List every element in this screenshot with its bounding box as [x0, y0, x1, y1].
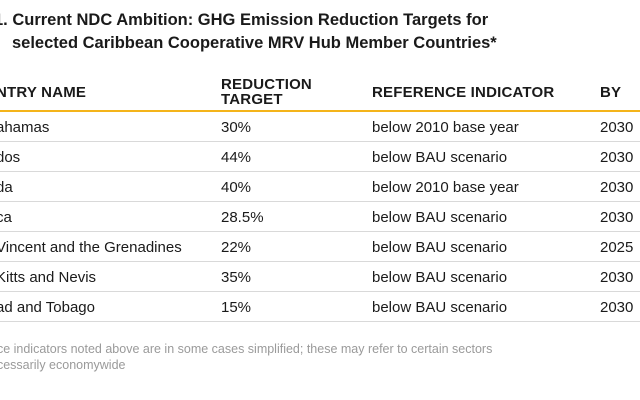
- year-cell: 2030: [600, 149, 634, 166]
- country-cell: dos: [0, 149, 21, 166]
- footnote-line-2: ecessarily economywide: [0, 358, 126, 372]
- target-cell: 28.5%: [221, 209, 264, 226]
- country-cell: ca: [0, 209, 12, 226]
- table-row: ahamas 30% below 2010 base year 2030: [0, 112, 640, 142]
- target-cell: 35%: [221, 269, 252, 286]
- year-cell: 2030: [600, 209, 634, 226]
- title-line-2: selected Caribbean Cooperative MRV Hub M…: [12, 34, 497, 52]
- header-divider: [0, 110, 640, 112]
- row-divider: [0, 231, 640, 232]
- target-cell: 22%: [221, 239, 252, 256]
- footnote: nce indicators noted above are in some c…: [0, 341, 640, 373]
- row-divider: [0, 201, 640, 202]
- reference-cell: below BAU scenario: [372, 269, 508, 286]
- reference-cell: below BAU scenario: [372, 149, 508, 166]
- reference-cell: below 2010 base year: [372, 119, 519, 136]
- header-target-line-1: REDUCTION: [221, 76, 312, 93]
- header-by: BY: [600, 84, 622, 101]
- reference-cell: below 2010 base year: [372, 179, 519, 196]
- target-cell: 40%: [221, 179, 252, 196]
- table-row: Kitts and Nevis 35% below BAU scenario 2…: [0, 262, 640, 292]
- year-cell: 2030: [600, 119, 634, 136]
- year-cell: 2030: [600, 299, 634, 316]
- reference-cell: below BAU scenario: [372, 209, 508, 226]
- table-row: da 40% below 2010 base year 2030: [0, 172, 640, 202]
- country-cell: Kitts and Nevis: [0, 269, 97, 286]
- country-cell: ahamas: [0, 119, 50, 136]
- row-divider: [0, 171, 640, 172]
- year-cell: 2025: [600, 239, 634, 256]
- title-line-1: 1. Current NDC Ambition: GHG Emission Re…: [0, 11, 489, 29]
- table-header: NTRY NAME REDUCTION TARGET REFERENCE IND…: [0, 70, 640, 110]
- row-divider: [0, 291, 640, 292]
- header-reference-indicator: REFERENCE INDICATOR: [372, 84, 555, 101]
- reference-cell: below BAU scenario: [372, 299, 508, 316]
- target-cell: 30%: [221, 119, 252, 136]
- target-cell: 44%: [221, 149, 252, 166]
- year-cell: 2030: [600, 179, 634, 196]
- footnote-line-1: nce indicators noted above are in some c…: [0, 342, 493, 356]
- row-divider: [0, 321, 640, 322]
- header-country: NTRY NAME: [0, 84, 87, 101]
- table-row: Vincent and the Grenadines 22% below BAU…: [0, 232, 640, 262]
- country-cell: ad and Tobago: [0, 299, 95, 316]
- table-row: ad and Tobago 15% below BAU scenario 203…: [0, 292, 640, 322]
- row-divider: [0, 261, 640, 262]
- row-divider: [0, 141, 640, 142]
- table-row: dos 44% below BAU scenario 2030: [0, 142, 640, 172]
- target-cell: 15%: [221, 299, 252, 316]
- table-title: 1. Current NDC Ambition: GHG Emission Re…: [0, 9, 640, 55]
- table-row: ca 28.5% below BAU scenario 2030: [0, 202, 640, 232]
- reference-cell: below BAU scenario: [372, 239, 508, 256]
- header-target-line-2: TARGET: [221, 91, 283, 108]
- header-reduction-target: REDUCTION TARGET: [221, 77, 312, 107]
- country-cell: Vincent and the Grenadines: [0, 239, 182, 256]
- country-cell: da: [0, 179, 13, 196]
- year-cell: 2030: [600, 269, 634, 286]
